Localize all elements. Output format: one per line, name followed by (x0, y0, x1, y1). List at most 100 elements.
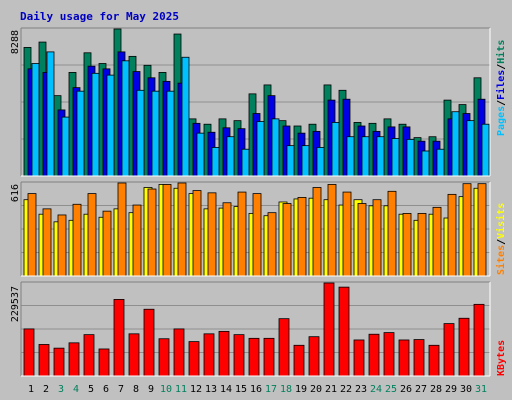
bar-kbytes-day-5 (83, 334, 95, 377)
bar-pages-day-17 (271, 118, 280, 177)
bar-kbytes-day-4 (68, 342, 80, 377)
bar-pages-day-6 (106, 74, 115, 177)
bar-pages-day-24 (376, 136, 385, 177)
bar-sites-day-20 (312, 187, 322, 277)
day-label-9: 9 (148, 384, 154, 395)
day-label-27: 27 (415, 384, 427, 395)
bar-pages-day-8 (136, 89, 145, 177)
day-label-26: 26 (400, 384, 412, 395)
bar-sites-day-17 (267, 212, 277, 277)
bar-pages-day-4 (76, 90, 85, 177)
bar-pages-day-11 (181, 56, 190, 177)
bar-kbytes-day-14 (218, 330, 230, 377)
bar-kbytes-day-8 (128, 333, 140, 377)
day-label-28: 28 (430, 384, 442, 395)
day-label-4: 4 (73, 384, 79, 395)
bar-sites-day-19 (297, 197, 307, 277)
bar-pages-day-10 (166, 90, 175, 177)
bar-sites-day-23 (357, 203, 367, 277)
x-axis-day-labels: 1 2 3 4 5 6 7 8 9 10 11 12 13 14 15 16 17 18 19 20 21 22 23 24 2… (28, 384, 487, 395)
legend-hits-files-pages: Pages/Files/Hits (495, 40, 507, 136)
bar-pages-day-3 (61, 116, 70, 177)
bar-sites-day-11 (177, 182, 187, 277)
bar-kbytes-day-23 (353, 339, 365, 377)
day-label-20: 20 (310, 384, 322, 395)
day-label-19: 19 (295, 384, 307, 395)
bar-sites-day-27 (417, 213, 427, 277)
bar-sites-day-25 (387, 190, 397, 277)
y-max-label-hits: 8288 (10, 30, 21, 54)
bar-kbytes-day-17 (263, 337, 275, 377)
day-label-31: 31 (475, 384, 487, 395)
day-label-1: 1 (28, 384, 34, 395)
bar-kbytes-day-24 (368, 333, 380, 377)
bar-kbytes-day-13 (203, 333, 215, 377)
legend-kbytes: KBytes (496, 340, 507, 376)
bar-sites-day-30 (462, 183, 472, 277)
bar-pages-day-28 (436, 148, 445, 177)
day-label-13: 13 (205, 384, 217, 395)
bar-sites-day-6 (102, 210, 112, 277)
bar-sites-day-18 (282, 203, 292, 277)
day-label-24: 24 (370, 384, 382, 395)
bar-pages-day-16 (256, 121, 265, 177)
bar-pages-day-26 (406, 138, 415, 177)
bar-sites-day-4 (72, 203, 82, 277)
bar-kbytes-day-12 (188, 341, 200, 377)
bar-pages-day-15 (241, 148, 250, 177)
day-label-12: 12 (190, 384, 202, 395)
bar-sites-day-22 (342, 191, 352, 277)
day-label-10: 10 (160, 384, 172, 395)
legend-item-visits: Visits (495, 203, 507, 239)
bar-sites-day-31 (477, 183, 487, 277)
bar-pages-day-23 (361, 136, 370, 177)
bar-pages-day-25 (391, 138, 400, 177)
bar-kbytes-day-2 (38, 344, 50, 377)
bar-pages-day-2 (46, 51, 55, 177)
bar-sites-day-29 (447, 193, 457, 277)
day-label-15: 15 (235, 384, 247, 395)
panel-visits-sites (20, 181, 491, 277)
panel-kbytes (20, 281, 491, 377)
panel-hits-files-pages (20, 27, 491, 177)
day-label-5: 5 (88, 384, 94, 395)
bar-pages-day-20 (316, 147, 325, 177)
bar-sites-day-12 (192, 190, 202, 277)
day-label-3: 3 (58, 384, 64, 395)
bar-sites-day-10 (162, 184, 172, 277)
bar-kbytes-day-29 (443, 323, 455, 377)
day-label-25: 25 (385, 384, 397, 395)
bar-kbytes-day-6 (98, 348, 110, 377)
bar-pages-day-27 (421, 150, 430, 177)
bar-pages-day-29 (451, 111, 460, 177)
day-label-11: 11 (175, 384, 187, 395)
bar-sites-day-26 (402, 213, 412, 277)
legend-item-hits: Hits (495, 40, 507, 64)
bar-sites-day-15 (237, 191, 247, 277)
bar-sites-day-21 (327, 184, 337, 277)
bar-kbytes-day-7 (113, 299, 125, 377)
bar-sites-day-28 (432, 206, 442, 277)
bar-sites-day-9 (147, 188, 157, 277)
bar-pages-day-19 (301, 145, 310, 177)
day-label-29: 29 (445, 384, 457, 395)
bar-kbytes-day-26 (398, 339, 410, 377)
legend-item-files: Files (495, 70, 507, 100)
bar-kbytes-day-18 (278, 318, 290, 377)
bar-sites-day-24 (372, 199, 382, 277)
bar-pages-day-9 (151, 90, 160, 177)
legend-item-separator: / (496, 239, 507, 245)
bar-kbytes-day-20 (308, 336, 320, 377)
y-max-label-visits: 616 (10, 184, 21, 202)
legend-visits-sites: Sites/Visits (495, 203, 507, 275)
bar-kbytes-day-30 (458, 317, 470, 377)
bar-pages-day-18 (286, 145, 295, 177)
day-label-21: 21 (325, 384, 337, 395)
bar-sites-day-8 (132, 204, 142, 277)
day-label-8: 8 (133, 384, 139, 395)
bar-kbytes-day-15 (233, 334, 245, 377)
bar-kbytes-day-22 (338, 286, 350, 377)
bar-sites-day-16 (252, 193, 262, 277)
bar-sites-day-7 (117, 182, 127, 277)
